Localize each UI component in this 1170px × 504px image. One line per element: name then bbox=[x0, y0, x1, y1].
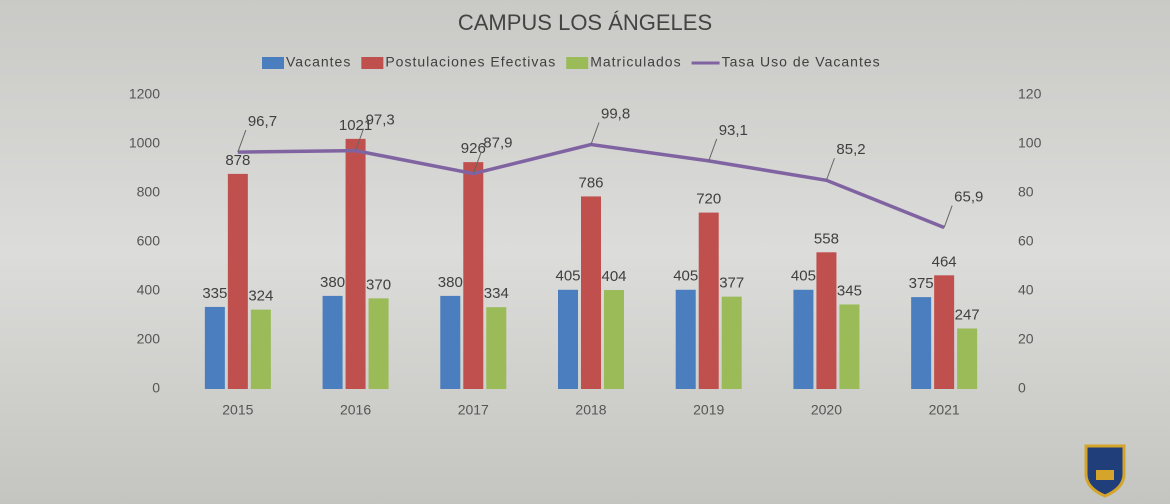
y-tick-label: 0 bbox=[152, 380, 160, 396]
leader-line bbox=[590, 122, 600, 145]
x-tick-label: 2021 bbox=[929, 402, 960, 418]
data-label: 878 bbox=[225, 152, 250, 169]
data-label: 405 bbox=[791, 268, 816, 285]
data-label: 464 bbox=[932, 253, 957, 270]
x-tick-label: 2018 bbox=[575, 402, 606, 418]
legend-swatch bbox=[361, 57, 384, 69]
bar bbox=[322, 295, 343, 389]
leader-line bbox=[825, 158, 835, 181]
data-label: 96,7 bbox=[248, 113, 277, 130]
logo bbox=[1084, 444, 1126, 498]
chart-title: CAMPUS LOS ÁNGELES bbox=[458, 10, 712, 35]
leader-line bbox=[943, 205, 953, 228]
bar bbox=[440, 295, 461, 389]
bar bbox=[250, 309, 271, 389]
bar bbox=[911, 297, 932, 389]
y-tick-label: 200 bbox=[137, 331, 161, 347]
leader-line bbox=[355, 128, 365, 151]
bar bbox=[558, 289, 578, 389]
x-tick-label: 2017 bbox=[458, 402, 489, 418]
data-label: 85,2 bbox=[836, 141, 865, 158]
data-label: 93,1 bbox=[719, 122, 748, 139]
legend-label: Postulaciones Efectivas bbox=[385, 54, 556, 70]
legend-swatch bbox=[262, 57, 284, 69]
data-label: 87,9 bbox=[483, 135, 512, 152]
x-tick-label: 2015 bbox=[222, 402, 253, 418]
data-label: 377 bbox=[719, 275, 744, 292]
y2-tick-label: 60 bbox=[1018, 233, 1034, 249]
data-label: 926 bbox=[461, 140, 486, 157]
leader-line bbox=[708, 138, 718, 162]
y2-tick-label: 20 bbox=[1018, 331, 1034, 347]
data-label: 558 bbox=[814, 230, 839, 247]
data-label: 324 bbox=[248, 288, 273, 305]
data-label: 380 bbox=[438, 274, 463, 291]
bar bbox=[463, 162, 484, 389]
bar bbox=[957, 328, 978, 389]
y-tick-label: 800 bbox=[137, 184, 161, 200]
bar bbox=[793, 289, 814, 389]
data-label: 405 bbox=[673, 268, 698, 285]
y2-tick-label: 40 bbox=[1018, 282, 1034, 298]
bar bbox=[721, 296, 742, 389]
leader-line bbox=[237, 129, 247, 153]
y2-tick-label: 100 bbox=[1018, 135, 1042, 151]
data-label: 65,9 bbox=[954, 189, 983, 206]
bar bbox=[581, 196, 601, 389]
data-label: 720 bbox=[696, 191, 721, 208]
legend-label: Vacantes bbox=[286, 54, 351, 70]
data-label: 1021 bbox=[339, 117, 372, 134]
legend-label: Matriculados bbox=[590, 54, 681, 70]
data-label: 380 bbox=[320, 274, 345, 291]
data-label: 335 bbox=[202, 285, 227, 302]
y2-tick-label: 120 bbox=[1018, 86, 1042, 102]
data-label: 345 bbox=[837, 282, 862, 299]
data-label: 370 bbox=[366, 276, 391, 293]
leader-line bbox=[472, 151, 482, 174]
bar bbox=[604, 290, 624, 389]
y-tick-label: 400 bbox=[137, 282, 161, 298]
legend-swatch bbox=[566, 57, 589, 69]
data-label: 375 bbox=[909, 275, 934, 292]
bar bbox=[204, 306, 225, 389]
x-tick-label: 2016 bbox=[340, 402, 371, 418]
y2-tick-label: 0 bbox=[1018, 380, 1026, 396]
data-label: 99,8 bbox=[601, 105, 630, 122]
bar bbox=[345, 138, 366, 389]
bar bbox=[486, 307, 507, 389]
y-tick-label: 1200 bbox=[129, 86, 160, 102]
bar bbox=[839, 304, 860, 389]
data-label: 405 bbox=[555, 268, 580, 285]
bar bbox=[368, 298, 389, 389]
data-label: 247 bbox=[955, 306, 980, 323]
y-tick-label: 600 bbox=[137, 233, 161, 249]
bar bbox=[934, 275, 955, 389]
x-tick-label: 2019 bbox=[693, 402, 724, 418]
y2-tick-label: 80 bbox=[1018, 184, 1034, 200]
legend-label: Tasa Uso de Vacantes bbox=[722, 54, 881, 70]
bar bbox=[675, 289, 696, 389]
y-tick-label: 1000 bbox=[129, 135, 160, 151]
data-label: 404 bbox=[601, 268, 626, 285]
bar bbox=[698, 212, 719, 389]
data-label: 334 bbox=[484, 285, 509, 302]
bar bbox=[816, 252, 837, 389]
data-label: 786 bbox=[578, 174, 603, 191]
x-tick-label: 2020 bbox=[811, 402, 842, 418]
data-label: 97,3 bbox=[366, 112, 395, 129]
bar bbox=[227, 173, 248, 389]
